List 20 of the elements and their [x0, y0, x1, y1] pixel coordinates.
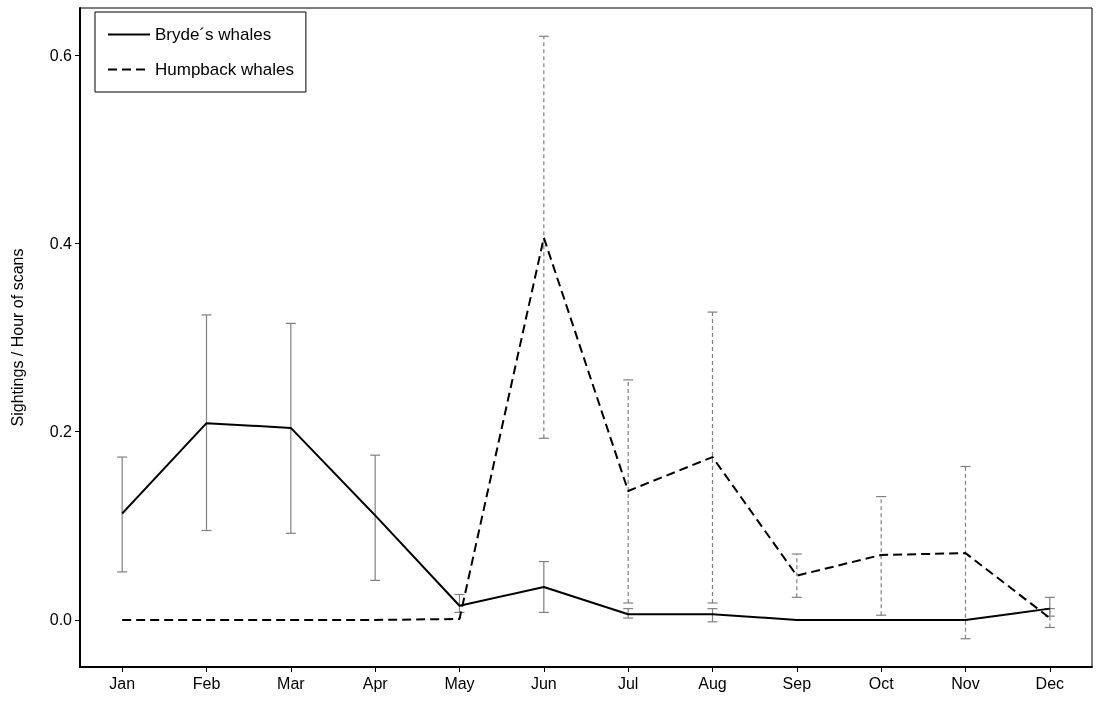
x-tick-label: May — [444, 674, 475, 692]
y-tick-label: 0.6 — [49, 46, 73, 64]
x-tick-label: Sep — [782, 674, 812, 692]
y-tick-label: 0.4 — [49, 234, 73, 252]
x-tick-label: Jul — [617, 674, 639, 692]
x-tick-label: Nov — [951, 674, 980, 692]
y-axis-title: Sightings / Hour of scans — [8, 248, 26, 427]
x-tick-label: Jun — [530, 674, 557, 692]
x-tick-label: Dec — [1035, 674, 1065, 692]
x-tick-label: Jan — [109, 674, 136, 692]
x-tick-label: Apr — [362, 674, 389, 692]
x-tick-label: Feb — [192, 674, 221, 692]
x-tick-label: Aug — [698, 674, 727, 692]
y-tick-label: 0.2 — [49, 423, 73, 441]
legend-label: Humpback whales — [155, 60, 294, 79]
x-tick-label: Oct — [868, 674, 895, 692]
legend-label: Bryde´s whales — [155, 25, 272, 44]
y-tick-label: 0.0 — [49, 611, 73, 629]
line-series — [121, 236, 1051, 621]
x-tick-label: Mar — [277, 674, 306, 692]
